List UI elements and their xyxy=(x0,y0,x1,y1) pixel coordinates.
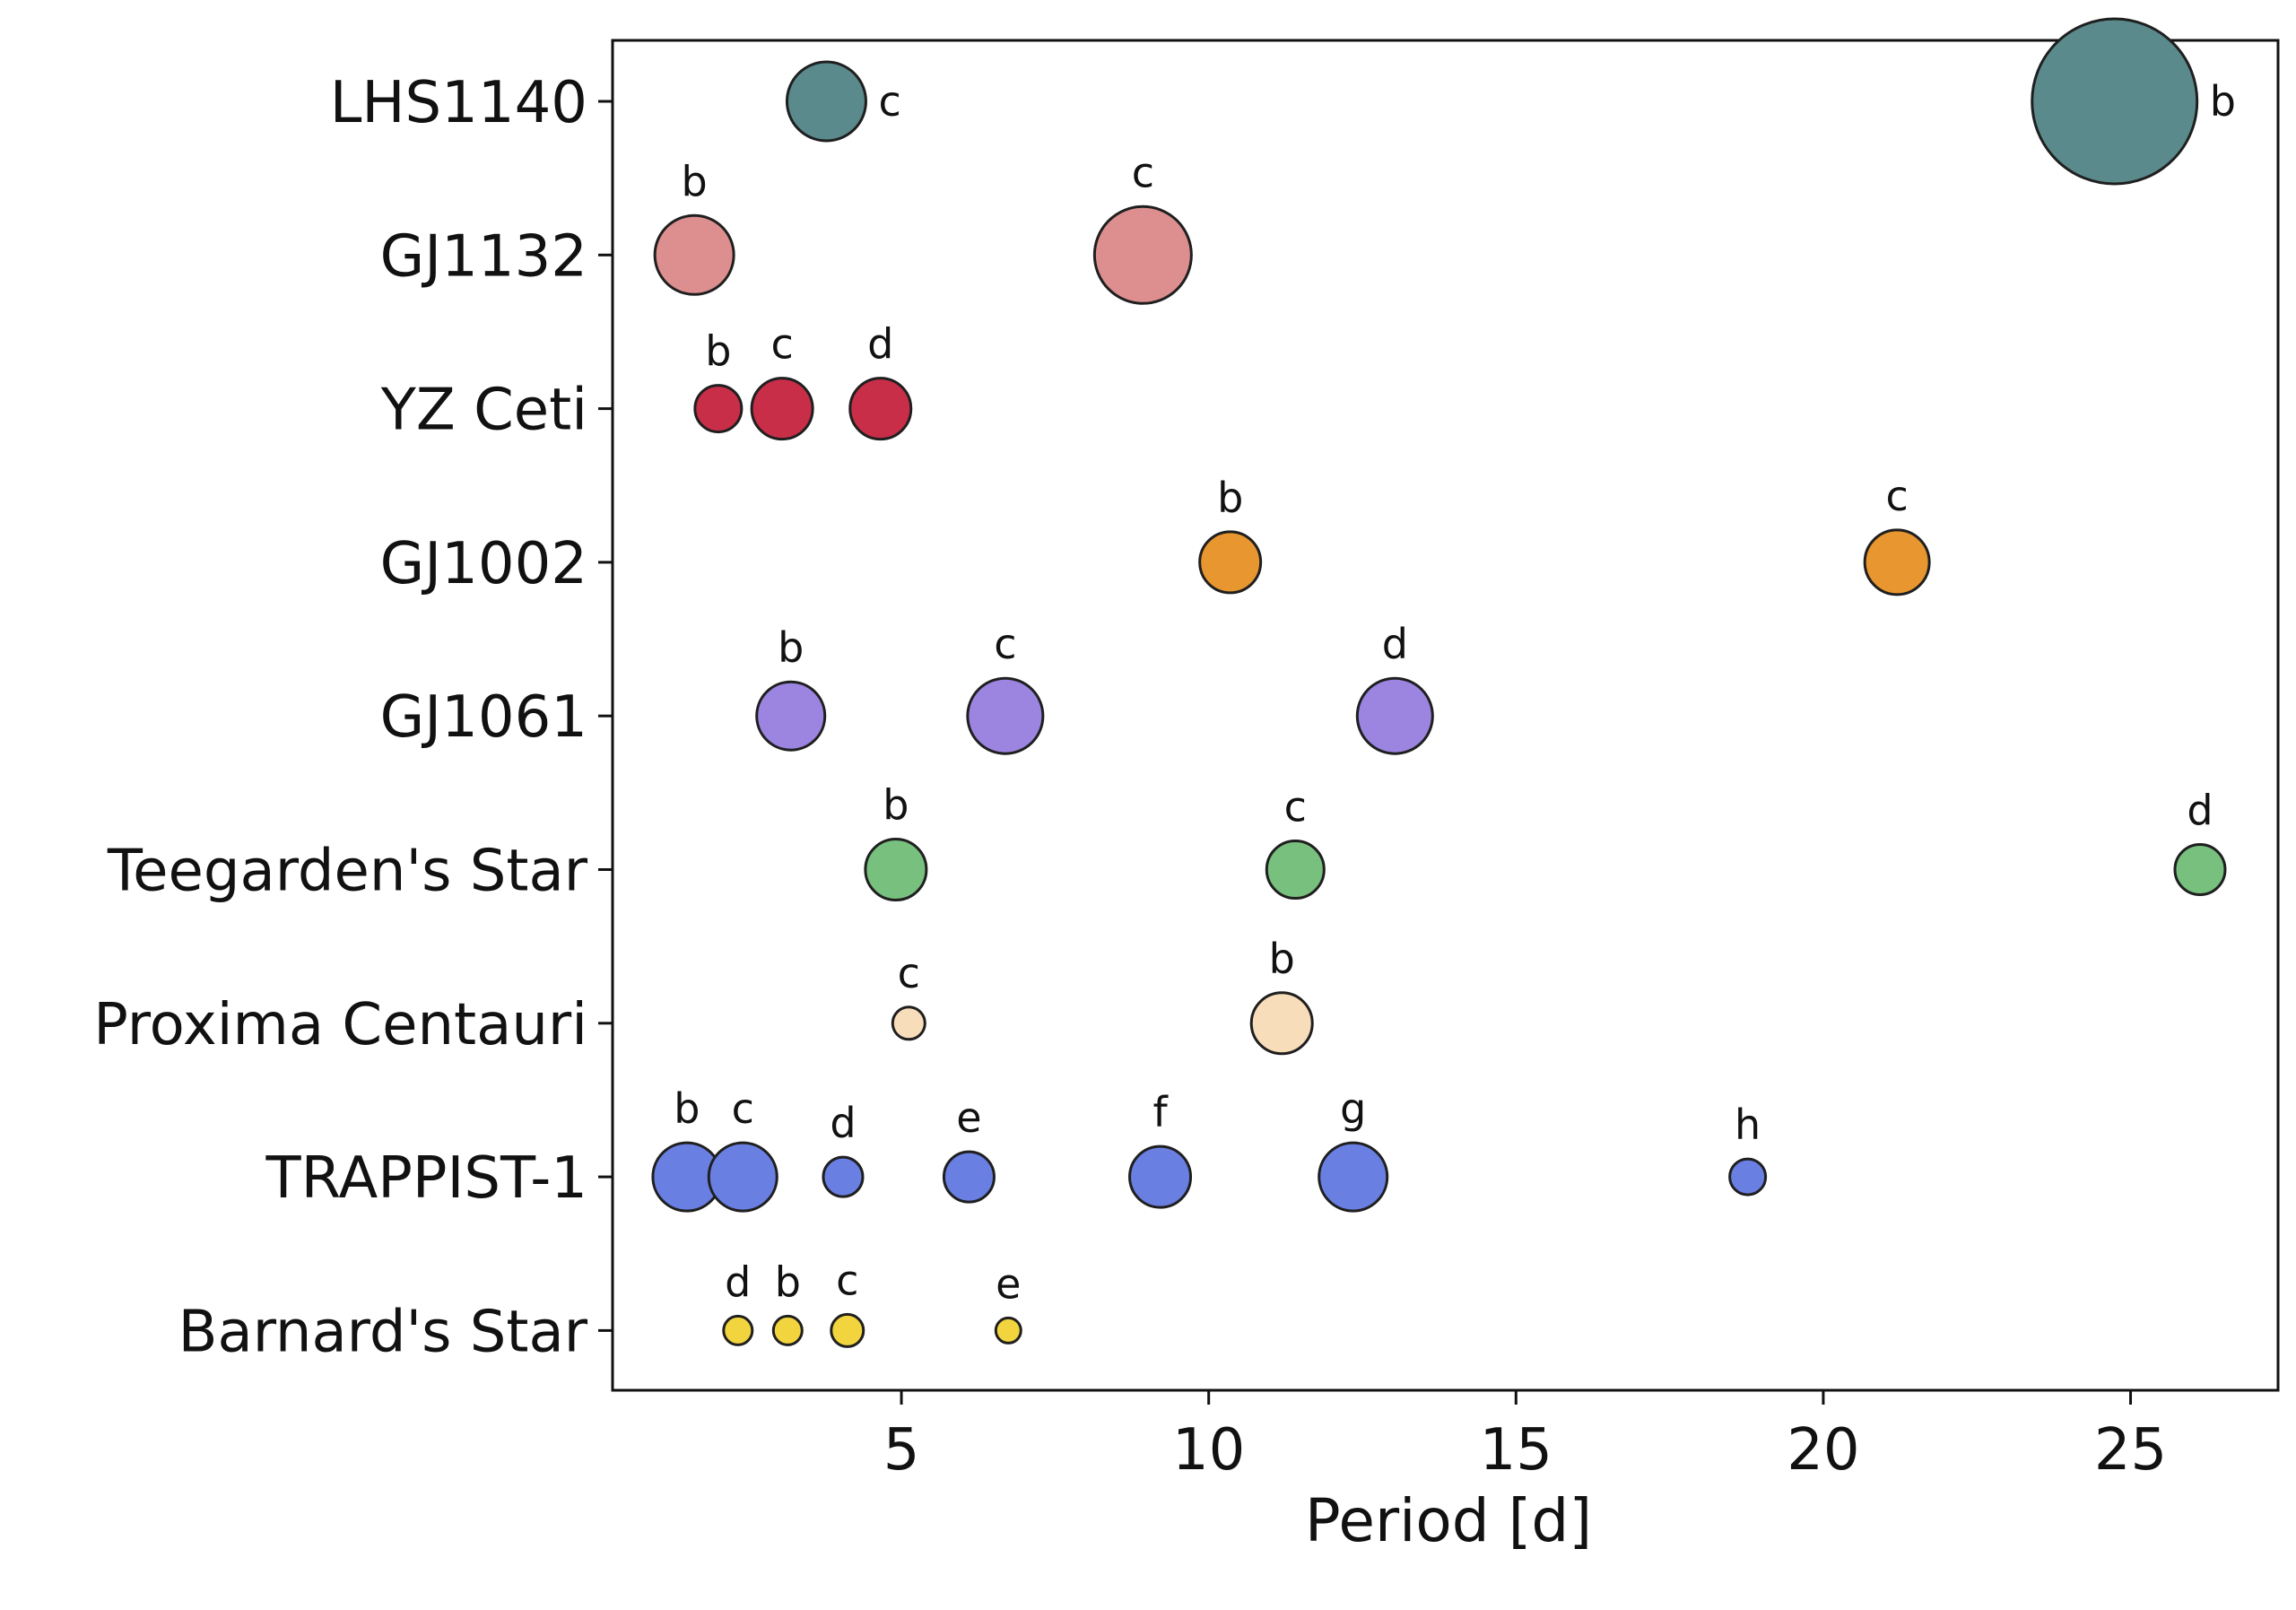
x-axis-label: Period [d] xyxy=(1305,1486,1592,1555)
x-tick-label: 15 xyxy=(1480,1417,1552,1484)
planet-label: b xyxy=(883,781,909,830)
y-tick-label-star: Teegarden's Star xyxy=(107,839,588,905)
planet-marker xyxy=(1318,1141,1389,1213)
planet-label: d xyxy=(1382,620,1408,668)
x-tick-label: 25 xyxy=(2094,1417,2167,1484)
planet-label: d xyxy=(867,320,893,369)
planet-marker xyxy=(1728,1157,1768,1197)
y-tick-label-star: Barnard's Star xyxy=(178,1299,588,1365)
planet-marker xyxy=(693,384,744,434)
planet-label: d xyxy=(725,1258,751,1306)
planet-marker xyxy=(2031,17,2199,186)
planet-label: d xyxy=(2187,787,2213,835)
planet-label: h xyxy=(1735,1101,1761,1149)
y-tick-label-star: GJ1061 xyxy=(380,684,587,751)
planet-marker xyxy=(1249,991,1314,1056)
planet-label: b xyxy=(1269,935,1295,983)
planet-label: c xyxy=(898,949,920,997)
planet-marker xyxy=(1198,530,1263,595)
y-tick-label-star: YZ Ceti xyxy=(380,378,587,444)
planet-label: c xyxy=(1284,783,1307,831)
planet-label: c xyxy=(994,620,1016,668)
planet-label: c xyxy=(1132,148,1154,196)
planet-label: b xyxy=(1217,474,1243,522)
planet-marker xyxy=(864,838,928,901)
planet-marker xyxy=(2173,843,2227,896)
planet-marker xyxy=(1128,1144,1193,1209)
y-tick-label-star: GJ1002 xyxy=(380,531,587,597)
planet-marker xyxy=(750,377,814,441)
planet-marker xyxy=(891,1005,926,1041)
planet-marker xyxy=(653,213,735,296)
planet-marker xyxy=(822,1155,865,1198)
planet-label: b xyxy=(778,623,804,672)
planet-label: c xyxy=(836,1256,858,1304)
planet-label: c xyxy=(770,320,793,369)
planet-marker xyxy=(942,1150,996,1204)
planet-marker xyxy=(707,1141,778,1213)
planet-marker xyxy=(722,1314,754,1346)
planet-marker xyxy=(1265,840,1326,900)
x-tick-label: 10 xyxy=(1172,1417,1245,1484)
planet-label: b xyxy=(682,157,708,205)
y-tick-label-star: Proxima Centauri xyxy=(93,992,587,1058)
planet-label: g xyxy=(1340,1084,1366,1133)
planet-label: b xyxy=(2210,77,2236,126)
planet-label: b xyxy=(674,1084,700,1133)
planet-marker xyxy=(1863,528,1931,596)
planet-marker xyxy=(1092,205,1193,305)
planet-label: c xyxy=(1886,472,1909,520)
y-tick-label-star: GJ1132 xyxy=(380,223,587,290)
planet-label: f xyxy=(1152,1088,1169,1136)
planet-label: e xyxy=(996,1259,1021,1308)
plot-frame xyxy=(611,39,2280,1392)
x-tick-label: 20 xyxy=(1787,1417,1859,1484)
planet-marker xyxy=(848,377,913,441)
planet-marker xyxy=(966,676,1045,755)
planet-marker xyxy=(755,680,827,752)
planet-marker xyxy=(830,1312,865,1348)
x-tick-label: 5 xyxy=(883,1417,920,1484)
planet-marker xyxy=(785,60,867,143)
planet-label: c xyxy=(878,77,900,126)
y-tick-label-star: LHS1140 xyxy=(330,70,587,136)
planet-marker xyxy=(1355,676,1434,755)
planet-marker xyxy=(994,1316,1022,1345)
planet-label: b xyxy=(705,327,731,376)
planet-label: e xyxy=(956,1093,981,1142)
planet-label: d xyxy=(830,1099,856,1147)
planet-label: c xyxy=(732,1084,754,1133)
y-tick-label-star: TRAPPIST-1 xyxy=(265,1145,587,1212)
planet-marker xyxy=(771,1314,804,1346)
planet-label: b xyxy=(775,1258,801,1306)
